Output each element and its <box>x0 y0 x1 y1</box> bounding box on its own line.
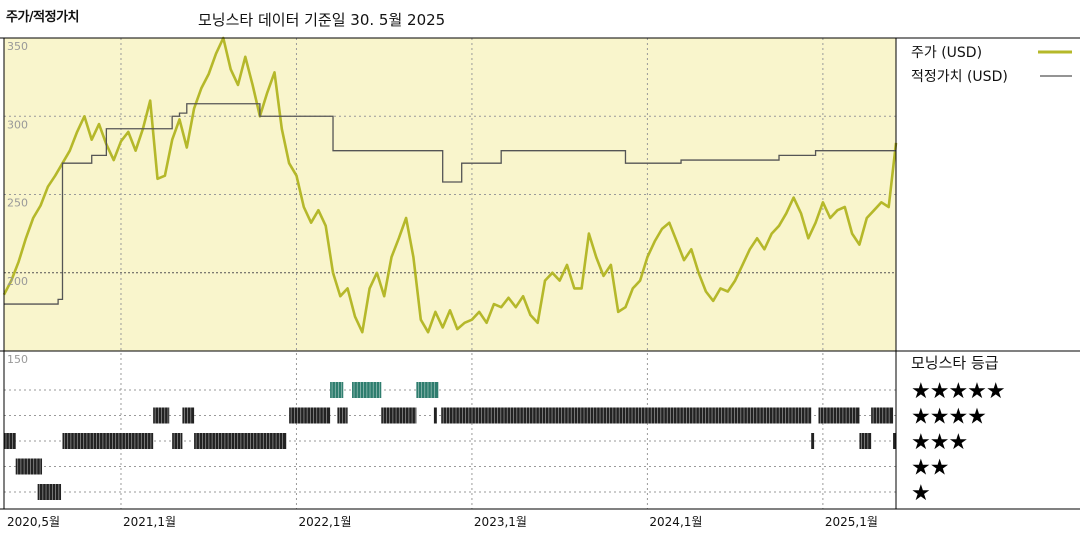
rating-level-label: ★★★★ <box>911 405 986 430</box>
rating-bar <box>818 407 860 424</box>
rating-bar <box>289 407 331 424</box>
x-tick-label: 2024,1월 <box>649 515 702 529</box>
rating-bar <box>15 458 43 475</box>
rating-bar <box>62 433 154 449</box>
x-tick-label: 2022,1월 <box>298 515 351 529</box>
rating-bar <box>893 433 896 449</box>
frame <box>0 37 1080 510</box>
series <box>2 36 898 334</box>
rating-bar <box>194 433 287 449</box>
price-line <box>2 36 898 334</box>
rating-level-label: ★★ <box>911 456 949 481</box>
x-tick-label: 2020,5월 <box>7 515 60 529</box>
y-tick-label: 150 <box>7 353 28 366</box>
rating-bar <box>182 407 195 424</box>
y-tick-label: 350 <box>7 40 28 53</box>
chart-title: 주가/적정가치 <box>6 10 80 25</box>
rating-bar <box>871 407 894 424</box>
rating-bar <box>416 382 439 398</box>
rating-bars <box>4 382 896 500</box>
x-tick-label: 2025,1월 <box>825 515 878 529</box>
rating-bar <box>4 433 16 449</box>
rating-bar <box>381 407 417 424</box>
rating-bar <box>433 407 437 424</box>
rating-bar <box>153 407 170 424</box>
rating-bar <box>441 407 812 424</box>
x-tick-label: 2021,1월 <box>123 515 176 529</box>
rating-level-label: ★★★★★ <box>911 379 1005 404</box>
rating-level-label: ★★★ <box>911 430 967 455</box>
rating-bar <box>330 382 344 398</box>
y-tick-label: 200 <box>7 275 28 288</box>
rating-bar <box>859 433 872 449</box>
rating-bar <box>811 433 815 449</box>
y-tick-label: 300 <box>7 118 28 131</box>
chart-subtitle: 모닝스타 데이터 기준일 30. 5월 2025 <box>198 11 446 29</box>
x-tick-label: 2023,1월 <box>474 515 527 529</box>
legend-label: 적정가치 (USD) <box>911 69 1008 85</box>
legend-label: 주가 (USD) <box>911 45 982 61</box>
axes: 350 300 250 200 150 2020,5월 2021,1월 2022,1월 2023… <box>7 40 878 529</box>
rating-level-label: ★ <box>911 481 930 506</box>
plot-frame <box>3 37 897 510</box>
rating-panel-label: 모닝스타 등급 <box>911 354 999 372</box>
y-tick-label: 250 <box>7 197 28 210</box>
rating-plot-background <box>4 351 896 509</box>
fair-value-line <box>4 103 896 305</box>
